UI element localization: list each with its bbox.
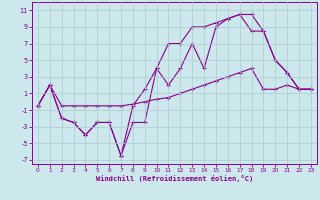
X-axis label: Windchill (Refroidissement éolien,°C): Windchill (Refroidissement éolien,°C) (96, 175, 253, 182)
